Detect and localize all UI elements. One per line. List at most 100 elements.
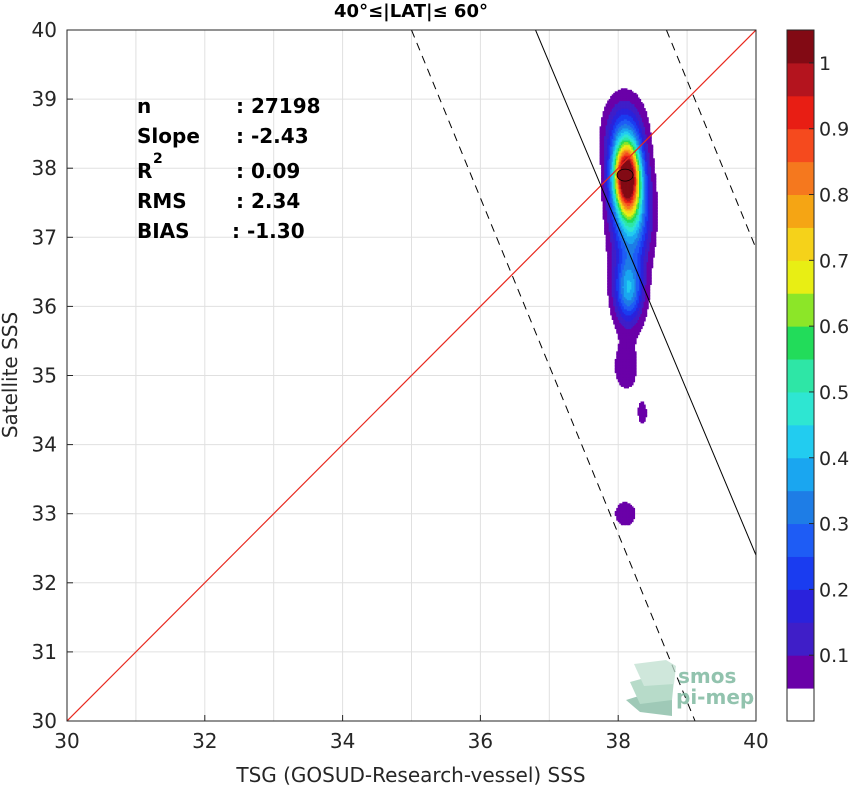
density-cell [622, 246, 625, 249]
density-cell [614, 115, 617, 118]
density-cell [635, 311, 639, 314]
density-cell [619, 267, 622, 270]
density-cell [602, 159, 605, 162]
density-cell [623, 144, 626, 147]
density-cell [626, 105, 629, 108]
density-cell [632, 118, 636, 121]
density-cell [640, 302, 643, 305]
density-cell [608, 127, 611, 130]
density-cell [629, 249, 633, 252]
density-cell [607, 132, 610, 135]
density-cell [610, 120, 613, 123]
density-cell [635, 307, 639, 310]
density-cell [614, 371, 617, 374]
density-cell [608, 105, 611, 108]
density-cell [622, 279, 625, 282]
density-cell [626, 100, 629, 103]
density-cell [640, 165, 643, 168]
density-cell [619, 162, 622, 165]
density-cell [625, 132, 628, 135]
density-cell [623, 126, 626, 129]
density-cell [623, 368, 626, 371]
density-cell [623, 240, 626, 243]
density-cell [626, 223, 629, 226]
density-cell [645, 159, 648, 162]
density-cell [601, 127, 604, 130]
density-cell [628, 217, 631, 220]
density-cell [632, 185, 636, 188]
density-cell [642, 103, 645, 106]
density-cell [635, 156, 639, 159]
density-cell [620, 258, 623, 261]
density-cell [599, 133, 602, 137]
density-cell [607, 200, 610, 203]
density-cell [637, 219, 640, 222]
density-cell [625, 325, 628, 328]
density-cell [614, 365, 617, 368]
density-cell [613, 222, 616, 225]
density-cell [643, 168, 646, 172]
density-cell [631, 377, 634, 380]
density-cell [639, 217, 642, 220]
density-cell [616, 178, 619, 181]
density-cell [613, 105, 616, 108]
density-cell [631, 331, 634, 334]
density-cell [625, 361, 628, 365]
density-cell [635, 257, 639, 260]
density-cell [628, 260, 631, 263]
density-cell [640, 285, 643, 289]
density-cell [625, 279, 628, 282]
density-cell [642, 150, 645, 153]
density-cell [629, 124, 633, 127]
density-cell [634, 174, 637, 178]
density-cell [639, 323, 642, 327]
density-cell [631, 323, 634, 327]
density-cell [619, 333, 622, 336]
density-cell [631, 94, 634, 97]
density-cell [631, 269, 634, 272]
density-cell [628, 208, 631, 211]
density-cell [629, 187, 633, 190]
density-cell [642, 252, 645, 255]
density-cell [607, 196, 610, 199]
density-cell [619, 133, 622, 137]
density-cell [639, 129, 642, 132]
density-cell [611, 102, 614, 105]
density-cell [625, 214, 628, 217]
density-cell [607, 158, 610, 161]
density-cell [619, 302, 622, 305]
density-cell [635, 325, 639, 328]
density-cell [642, 165, 645, 168]
density-cell [629, 228, 633, 231]
density-cell [629, 287, 633, 290]
density-cell [616, 153, 619, 156]
density-cell [604, 187, 607, 190]
density-cell [632, 348, 636, 351]
density-cell [602, 197, 605, 200]
density-cell [619, 235, 622, 238]
density-cell [635, 112, 639, 115]
density-cell [643, 118, 646, 121]
density-cell [604, 222, 607, 225]
density-cell [629, 298, 633, 301]
density-cell [602, 196, 605, 199]
density-cell [610, 285, 613, 289]
density-cell [622, 320, 625, 324]
density-cell [626, 89, 629, 92]
density-cell [640, 214, 643, 217]
density-cell [608, 202, 611, 205]
density-cell [613, 111, 616, 114]
density-cell [620, 310, 623, 313]
density-cell [645, 298, 648, 301]
density-cell [617, 380, 620, 383]
density-cell [622, 284, 625, 287]
density-cell [617, 118, 620, 121]
density-cell [622, 92, 625, 95]
density-cell [632, 333, 636, 336]
density-cell [616, 313, 619, 316]
density-cell [628, 185, 631, 188]
density-cell [622, 518, 625, 521]
density-cell [631, 127, 634, 130]
density-cell [605, 155, 608, 158]
density-cell [625, 144, 628, 147]
